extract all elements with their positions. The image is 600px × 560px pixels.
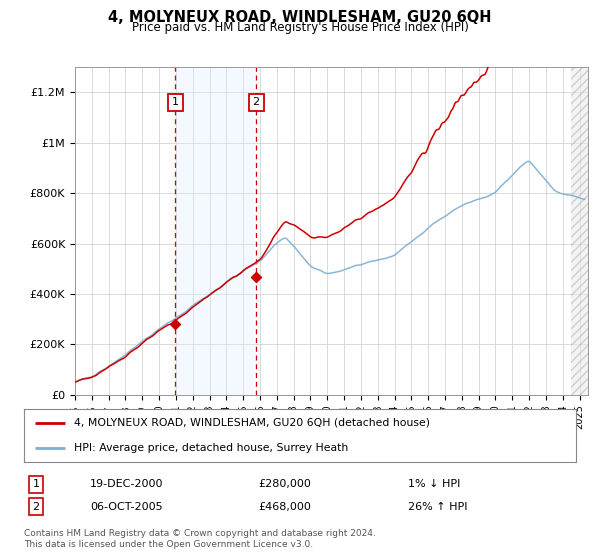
Text: HPI: Average price, detached house, Surrey Heath: HPI: Average price, detached house, Surr… xyxy=(74,443,348,453)
Text: Price paid vs. HM Land Registry's House Price Index (HPI): Price paid vs. HM Land Registry's House … xyxy=(131,21,469,34)
Bar xyxy=(175,67,256,395)
Text: 26% ↑ HPI: 26% ↑ HPI xyxy=(408,502,467,512)
Text: Contains HM Land Registry data © Crown copyright and database right 2024.
This d: Contains HM Land Registry data © Crown c… xyxy=(24,529,376,549)
Text: 2: 2 xyxy=(253,97,260,108)
Text: £280,000: £280,000 xyxy=(258,479,311,489)
Text: 19-DEC-2000: 19-DEC-2000 xyxy=(90,479,163,489)
Text: 06-OCT-2005: 06-OCT-2005 xyxy=(90,502,163,512)
Text: 2: 2 xyxy=(32,502,40,512)
Text: 4, MOLYNEUX ROAD, WINDLESHAM, GU20 6QH (detached house): 4, MOLYNEUX ROAD, WINDLESHAM, GU20 6QH (… xyxy=(74,418,430,428)
Text: £468,000: £468,000 xyxy=(258,502,311,512)
Text: 4, MOLYNEUX ROAD, WINDLESHAM, GU20 6QH: 4, MOLYNEUX ROAD, WINDLESHAM, GU20 6QH xyxy=(108,10,492,25)
Text: 1% ↓ HPI: 1% ↓ HPI xyxy=(408,479,460,489)
Bar xyxy=(571,67,588,395)
Text: 1: 1 xyxy=(172,97,179,108)
Text: 1: 1 xyxy=(32,479,40,489)
